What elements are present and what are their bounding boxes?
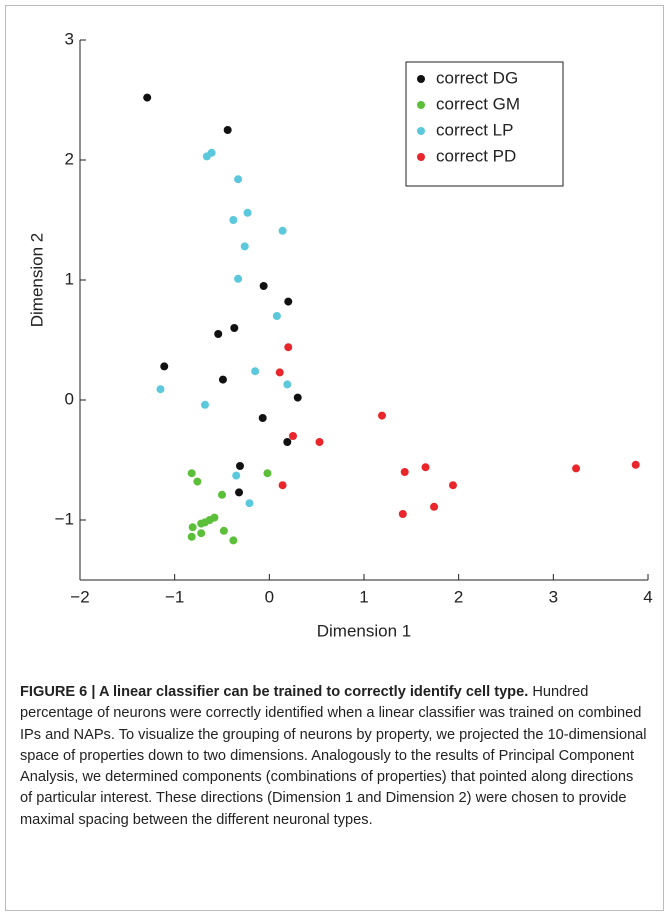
point	[430, 502, 439, 511]
legend-marker	[417, 75, 425, 83]
point	[197, 529, 206, 538]
chart: Dimension 1 Dimension 2 −2 −1 0 1 2 3 4 −1 0 1 2 3 c…	[27, 29, 652, 640]
y-tick-label: −1	[55, 509, 74, 528]
point	[229, 216, 238, 224]
point	[258, 414, 267, 422]
point	[240, 242, 249, 251]
point	[218, 375, 227, 384]
x-axis-label: Dimension 1	[317, 621, 412, 640]
y-tick-label: 2	[65, 149, 74, 168]
point	[235, 462, 244, 470]
point	[243, 208, 252, 217]
point	[259, 282, 268, 290]
point	[275, 368, 284, 377]
caption: FIGURE 6 | A linear classifier can be tr…	[20, 682, 648, 831]
point	[315, 438, 324, 446]
point	[218, 490, 226, 499]
point	[283, 438, 292, 446]
point	[421, 463, 430, 472]
figure: Dimension 1 Dimension 2 −2 −1 0 1 2 3 4 −1 0 1 2 3 c…	[5, 5, 664, 911]
point	[289, 432, 297, 440]
y-tick-label: 3	[65, 29, 74, 48]
point	[193, 477, 202, 486]
point	[223, 126, 232, 134]
point	[631, 460, 640, 469]
legend-marker	[417, 101, 425, 109]
x-tick-label: 1	[359, 587, 368, 606]
point	[207, 148, 216, 157]
legend-box	[405, 61, 564, 187]
legend-marker	[417, 127, 425, 135]
x-tick-label: 3	[549, 587, 558, 606]
x-tick-label: −2	[70, 587, 89, 606]
y-axis-label: Dimension 2	[27, 233, 46, 328]
y-tick-label: 0	[65, 389, 74, 408]
point	[187, 469, 196, 478]
point	[272, 312, 281, 320]
point	[293, 393, 302, 402]
point	[283, 380, 292, 389]
point	[143, 93, 152, 102]
legend-label: correct GM	[436, 94, 520, 113]
point	[210, 513, 219, 522]
point	[572, 464, 581, 473]
x-tick-label: −1	[165, 587, 184, 606]
point	[200, 400, 209, 409]
caption-text: Hundred percentage of neurons were corre…	[20, 684, 647, 828]
point	[234, 274, 243, 283]
legend-label: correct LP	[436, 120, 513, 139]
legend-marker	[417, 153, 425, 161]
point	[284, 297, 293, 306]
point	[400, 468, 409, 476]
legend-label: correct DG	[436, 68, 518, 87]
point	[188, 523, 197, 532]
point	[156, 385, 165, 394]
y-tick-label: 1	[65, 269, 74, 288]
point	[377, 411, 386, 420]
point	[230, 324, 239, 332]
point	[235, 488, 244, 497]
x-tick-label: 0	[265, 587, 274, 606]
point	[229, 536, 238, 545]
point	[214, 330, 223, 338]
point	[251, 367, 260, 376]
point	[278, 481, 287, 490]
legend-label: correct PD	[436, 146, 516, 165]
x-tick-label: 2	[454, 587, 463, 606]
point	[232, 471, 241, 480]
point	[234, 175, 243, 184]
x-tick-label: 4	[643, 587, 652, 606]
point	[448, 481, 457, 490]
point	[284, 343, 293, 352]
point	[187, 532, 196, 541]
point	[398, 510, 407, 518]
point	[160, 362, 169, 371]
caption-title: FIGURE 6 | A linear classifier can be tr…	[20, 684, 529, 700]
point	[278, 226, 287, 235]
point	[263, 469, 272, 478]
point	[245, 499, 254, 508]
point	[219, 526, 228, 535]
